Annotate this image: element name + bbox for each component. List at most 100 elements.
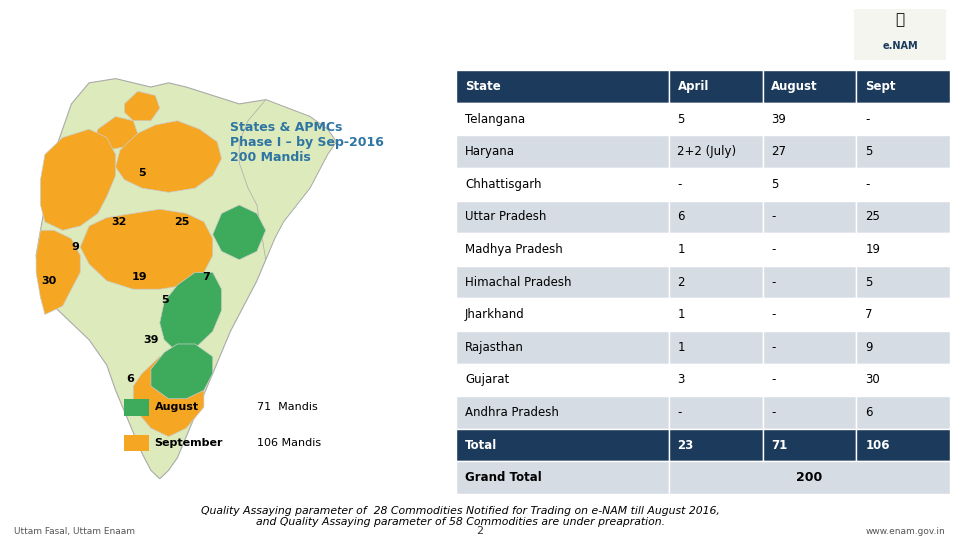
- Bar: [668, 136, 762, 168]
- Bar: [668, 233, 762, 266]
- Text: Sept: Sept: [865, 80, 896, 93]
- Text: 23: 23: [678, 438, 694, 451]
- Bar: [125, 399, 149, 416]
- Text: 30: 30: [41, 276, 56, 286]
- Text: -: -: [772, 374, 776, 387]
- Text: 39: 39: [143, 335, 158, 345]
- Bar: [762, 429, 856, 462]
- Text: -: -: [678, 178, 682, 191]
- Polygon shape: [213, 205, 266, 260]
- Bar: [456, 168, 668, 201]
- Bar: [668, 266, 762, 299]
- Text: 2: 2: [678, 275, 685, 289]
- Bar: [856, 201, 950, 233]
- Bar: [456, 103, 668, 136]
- Bar: [668, 299, 762, 331]
- Bar: [668, 70, 762, 103]
- Text: 6: 6: [865, 406, 873, 419]
- Bar: [856, 168, 950, 201]
- Text: www.enam.gov.in: www.enam.gov.in: [866, 528, 946, 536]
- Polygon shape: [36, 79, 336, 479]
- Bar: [125, 435, 149, 451]
- Bar: [762, 233, 856, 266]
- Bar: [856, 103, 950, 136]
- Text: 6: 6: [126, 374, 133, 383]
- Bar: [762, 168, 856, 201]
- Text: 2: 2: [476, 526, 484, 536]
- Text: Himachal Pradesh: Himachal Pradesh: [465, 275, 571, 289]
- Text: 19: 19: [865, 243, 880, 256]
- Text: 106: 106: [865, 438, 890, 451]
- Polygon shape: [115, 121, 222, 192]
- Text: Chhattisgarh: Chhattisgarh: [465, 178, 541, 191]
- Text: 32: 32: [111, 217, 127, 227]
- Bar: [762, 201, 856, 233]
- Text: 106 Mandis: 106 Mandis: [257, 438, 321, 448]
- Bar: [668, 201, 762, 233]
- Text: 25: 25: [174, 217, 189, 227]
- Text: NAM Implementation Status: NAM Implementation Status: [21, 21, 485, 49]
- Bar: [762, 396, 856, 429]
- Bar: [856, 70, 950, 103]
- Bar: [762, 103, 856, 136]
- Text: 6: 6: [678, 211, 685, 224]
- Polygon shape: [159, 272, 222, 353]
- Polygon shape: [81, 209, 213, 289]
- Bar: [456, 299, 668, 331]
- Bar: [456, 462, 668, 494]
- Bar: [456, 266, 668, 299]
- Text: Gujarat: Gujarat: [465, 374, 509, 387]
- Bar: [762, 266, 856, 299]
- Polygon shape: [133, 356, 204, 437]
- Bar: [856, 429, 950, 462]
- Text: Andhra Pradesh: Andhra Pradesh: [465, 406, 559, 419]
- Bar: [456, 363, 668, 396]
- Text: -: -: [678, 406, 682, 419]
- Text: Total: Total: [465, 438, 497, 451]
- Bar: [456, 136, 668, 168]
- Text: 19: 19: [132, 272, 148, 281]
- Bar: [668, 429, 762, 462]
- Text: 1: 1: [678, 243, 685, 256]
- Text: -: -: [772, 211, 776, 224]
- Text: 5: 5: [865, 145, 873, 158]
- Bar: [456, 233, 668, 266]
- Text: e.NAM: e.NAM: [882, 40, 918, 51]
- Bar: [854, 9, 946, 60]
- Text: States & APMCs
Phase I – by Sep-2016
200 Mandis: States & APMCs Phase I – by Sep-2016 200…: [230, 121, 384, 164]
- Text: Jharkhand: Jharkhand: [465, 308, 525, 321]
- Text: August: August: [772, 80, 818, 93]
- Text: September: September: [155, 438, 223, 448]
- Text: 1: 1: [678, 341, 685, 354]
- Text: -: -: [772, 406, 776, 419]
- Bar: [856, 233, 950, 266]
- Polygon shape: [93, 117, 137, 150]
- Text: 5: 5: [161, 295, 169, 305]
- Text: 🌿: 🌿: [896, 12, 904, 27]
- Text: -: -: [772, 308, 776, 321]
- Bar: [856, 363, 950, 396]
- Text: Uttar Pradesh: Uttar Pradesh: [465, 211, 546, 224]
- Text: Telangana: Telangana: [465, 113, 525, 126]
- Bar: [762, 363, 856, 396]
- Text: 5: 5: [138, 168, 146, 178]
- Text: 27: 27: [772, 145, 786, 158]
- Polygon shape: [151, 344, 213, 399]
- Text: 1: 1: [678, 308, 685, 321]
- Text: April: April: [678, 80, 708, 93]
- Text: 7: 7: [203, 272, 210, 281]
- Text: 7: 7: [865, 308, 873, 321]
- Bar: [668, 396, 762, 429]
- Text: 39: 39: [772, 113, 786, 126]
- Bar: [668, 363, 762, 396]
- Bar: [456, 201, 668, 233]
- Bar: [856, 299, 950, 331]
- Text: 200: 200: [797, 471, 823, 484]
- Bar: [456, 429, 668, 462]
- Text: 5: 5: [772, 178, 779, 191]
- Bar: [762, 299, 856, 331]
- Bar: [856, 136, 950, 168]
- Text: Haryana: Haryana: [465, 145, 515, 158]
- Text: Uttam Fasal, Uttam Enaam: Uttam Fasal, Uttam Enaam: [14, 528, 135, 536]
- Bar: [856, 396, 950, 429]
